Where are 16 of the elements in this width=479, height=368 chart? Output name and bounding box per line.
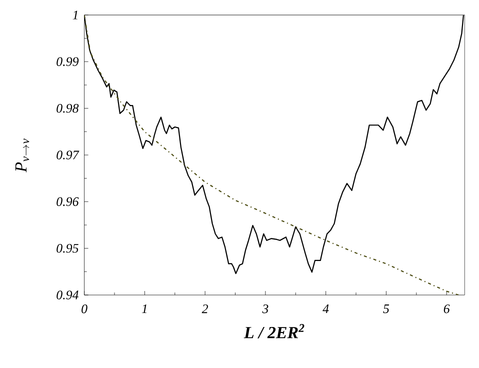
x-tick-label: 3 (262, 304, 268, 314)
y-tick-label: 0.96 (56, 197, 79, 206)
y-tick-label: 0.98 (56, 104, 79, 113)
x-tick-label: 4 (322, 304, 329, 314)
x-tick-label: 5 (383, 304, 390, 314)
y-tick-label: 0.95 (56, 244, 78, 253)
x-tick-label: 6 (444, 304, 450, 314)
y-tick-label: 0.99 (56, 57, 79, 66)
x-axis-title: L / 2ER$^{2}$ (244, 324, 304, 338)
y-tick-label: 1 (72, 10, 78, 20)
y-tick-label: 0.97 (56, 150, 80, 160)
y-tick-label: 0.94 (56, 290, 78, 300)
y-axis-title: $P_{\nu \rightarrow \nu}$ (15, 138, 30, 172)
x-tick-label: 2 (202, 304, 208, 314)
x-tick-label: 1 (142, 304, 147, 314)
x-tick-label: 0 (82, 304, 88, 314)
